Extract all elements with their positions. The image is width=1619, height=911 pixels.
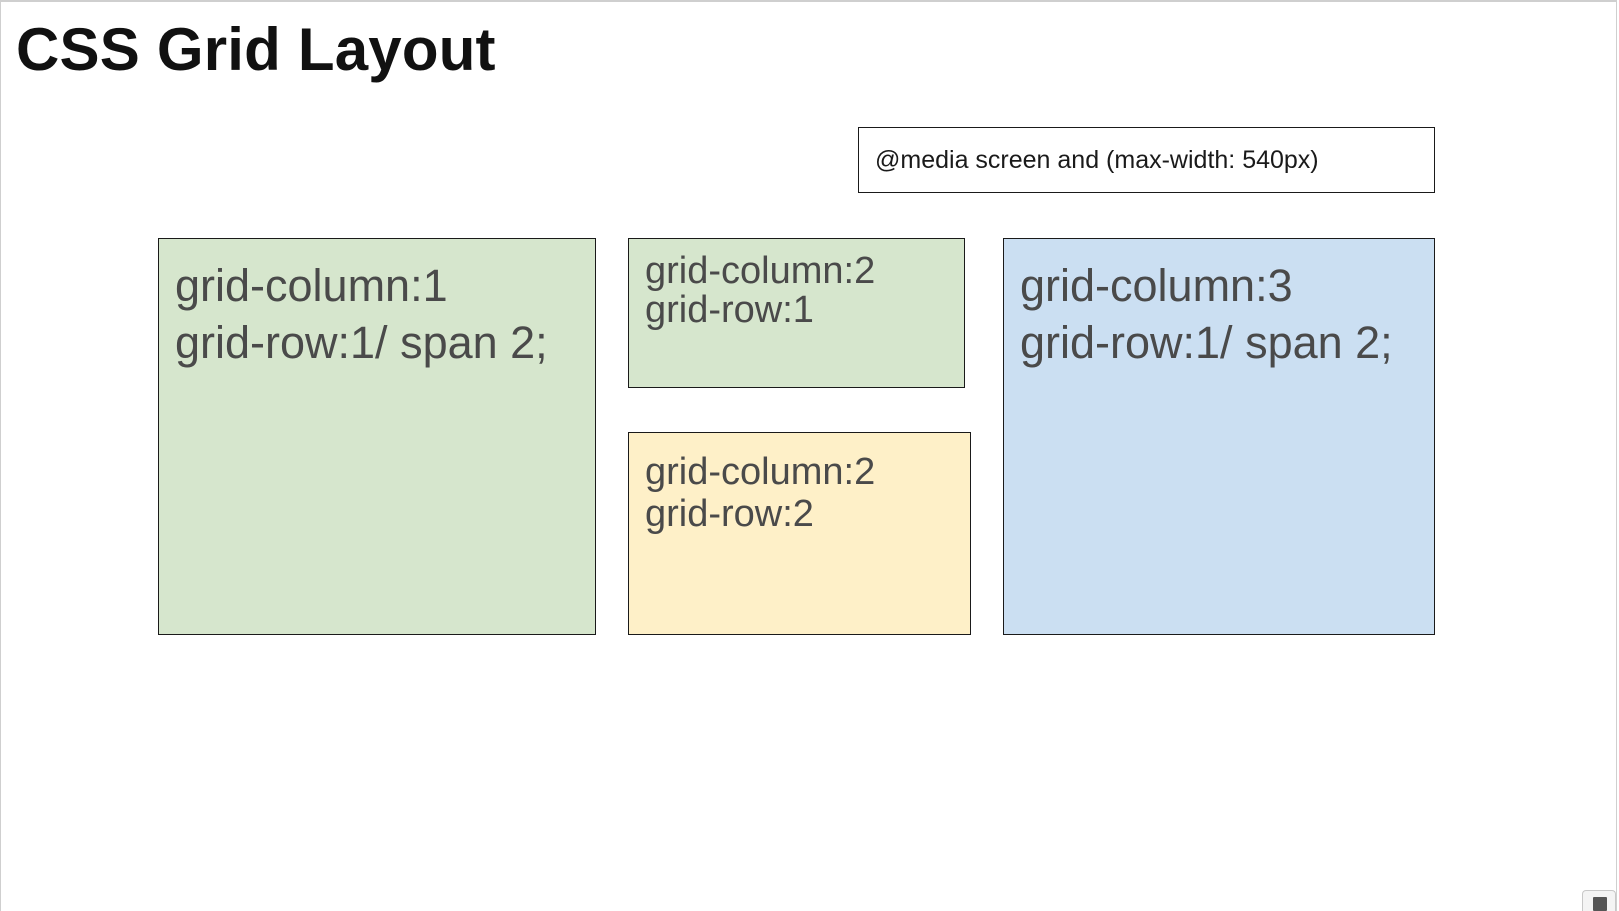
expand-button[interactable] [1582,890,1616,911]
media-query-text: @media screen and (max-width: 540px) [875,145,1319,174]
cell-line-row: grid-row:1 [645,289,814,331]
media-query-box: @media screen and (max-width: 540px) [858,127,1435,193]
cell-line-row: grid-row:1/ span 2; [175,317,548,368]
grid-cell-column-2-row-1: grid-column:2 grid-row:1 [628,238,965,388]
cell-line-column: grid-column:2 [645,250,876,292]
grid-cell-column-3: grid-column:3 grid-row:1/ span 2; [1003,238,1435,635]
slide-title: CSS Grid Layout [16,16,496,83]
expand-icon [1593,897,1607,911]
cell-line-row: grid-row:1/ span 2; [1020,317,1393,368]
cell-line-row: grid-row:2 [645,493,814,535]
cell-line-column: grid-column:2 [645,451,876,493]
grid-cell-column-1: grid-column:1 grid-row:1/ span 2; [158,238,596,635]
cell-line-column: grid-column:1 [175,260,448,311]
cell-line-column: grid-column:3 [1020,260,1293,311]
grid-cell-column-2-row-2: grid-column:2 grid-row:2 [628,432,971,635]
